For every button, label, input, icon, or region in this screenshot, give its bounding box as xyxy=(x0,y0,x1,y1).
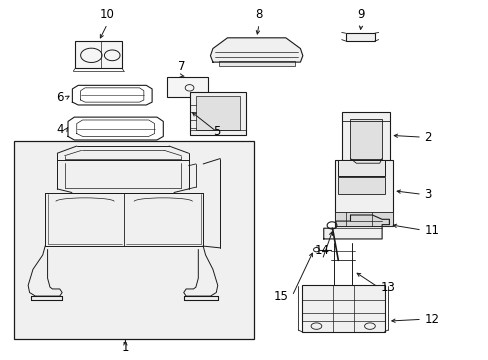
Text: 8: 8 xyxy=(255,8,262,21)
Text: 1: 1 xyxy=(122,341,129,354)
Bar xyxy=(301,285,384,332)
Bar xyxy=(338,160,384,176)
Text: 3: 3 xyxy=(424,188,431,201)
Bar xyxy=(341,112,389,166)
Polygon shape xyxy=(210,38,302,62)
Text: 6: 6 xyxy=(56,91,63,104)
Bar xyxy=(334,212,392,226)
Text: 7: 7 xyxy=(177,60,184,73)
Bar xyxy=(196,96,239,130)
Bar xyxy=(338,177,384,194)
Text: 15: 15 xyxy=(273,289,287,303)
Bar xyxy=(345,33,374,41)
Text: 12: 12 xyxy=(424,313,439,326)
Text: 5: 5 xyxy=(212,125,220,138)
Bar xyxy=(350,119,381,158)
Bar xyxy=(14,141,254,339)
Bar xyxy=(75,41,122,68)
Polygon shape xyxy=(323,215,388,239)
Text: 4: 4 xyxy=(56,123,63,136)
Bar xyxy=(166,77,207,97)
Text: 2: 2 xyxy=(424,131,431,144)
Bar xyxy=(189,92,245,135)
Bar xyxy=(334,160,392,226)
Bar xyxy=(218,62,294,66)
Text: 10: 10 xyxy=(100,8,115,21)
Text: 11: 11 xyxy=(424,224,439,237)
Text: 9: 9 xyxy=(357,8,364,21)
Text: 14: 14 xyxy=(314,244,329,257)
Text: 13: 13 xyxy=(380,281,395,294)
